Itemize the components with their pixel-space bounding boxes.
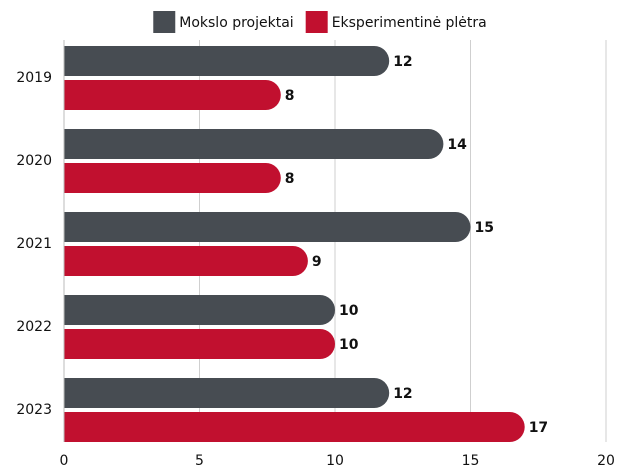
legend: Mokslo projektai Eksperimentinė plėtra [153,11,487,33]
bar [64,295,335,325]
bar [64,129,444,159]
value-label: 8 [285,88,295,104]
x-tick-label: 15 [462,453,480,469]
value-label: 10 [339,337,359,353]
value-label: 8 [285,171,295,187]
legend-label: Eksperimentinė plėtra [332,15,487,31]
y-tick-label: 2020 [16,153,52,169]
value-label: 10 [339,303,359,319]
value-label: 14 [447,137,467,153]
bar [64,80,281,110]
bar [64,46,390,76]
value-label: 17 [529,420,548,436]
bar [64,378,390,408]
legend-label: Mokslo projektai [179,15,293,31]
y-tick-label: 2023 [16,402,52,418]
x-tick-label: 20 [597,453,615,469]
y-tick-label: 2022 [16,319,52,335]
value-label: 12 [393,386,412,402]
y-tick-label: 2021 [16,236,52,252]
legend-swatch [153,11,176,33]
bar [64,246,308,276]
legend-swatch [305,11,328,33]
value-label: 15 [475,220,494,236]
x-tick-label: 0 [60,453,69,469]
bar [64,412,525,442]
bar [64,163,281,193]
y-tick-label: 2019 [16,70,52,86]
value-label: 9 [312,254,322,270]
x-tick-label: 10 [326,453,344,469]
x-tick-label: 5 [195,453,204,469]
bar [64,329,335,359]
value-label: 12 [393,54,412,70]
bar [64,212,471,242]
